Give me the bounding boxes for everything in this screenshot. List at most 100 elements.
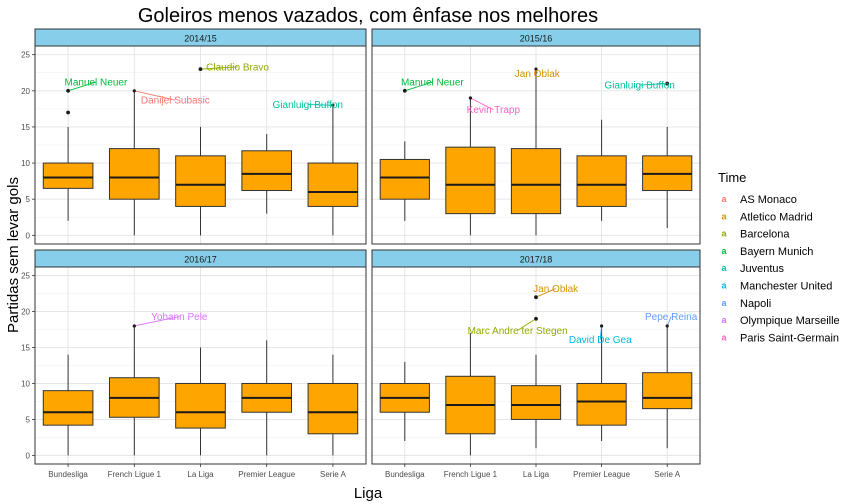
- legend-title: Time: [718, 170, 746, 185]
- legend-key-glyph: a: [721, 229, 727, 239]
- x-axis-title: Liga: [354, 485, 383, 502]
- y-tick-label: 5: [26, 415, 31, 424]
- y-tick-label: 0: [26, 231, 31, 240]
- highlight-point: [331, 103, 335, 107]
- keeper-label: Danijel Subasic: [141, 96, 210, 107]
- legend-entry-label: Juventus: [740, 263, 785, 275]
- y-tick-label: 0: [26, 451, 31, 460]
- x-tick-label: Serie A: [320, 470, 346, 479]
- label-leader-line: [599, 325, 603, 340]
- x-tick-label: Premier League: [573, 470, 630, 479]
- x-tick-label: French Ligue 1: [444, 470, 498, 479]
- y-tick-label: 10: [21, 379, 30, 388]
- chart-title: Goleiros menos vazados, com ênfase nos m…: [138, 5, 598, 27]
- legend-entry-label: Bayern Munich: [740, 246, 813, 258]
- legend-entry-label: Olympique Marseille: [740, 315, 840, 327]
- keeper-label: Gianluigi Buffon: [273, 100, 343, 111]
- keeper-label: Jan Oblak: [533, 284, 579, 295]
- keeper-label: Kevin Trapp: [467, 105, 521, 116]
- outlier-point: [66, 110, 70, 115]
- box-la-liga: [175, 382, 226, 429]
- box-serie-a: [307, 382, 359, 435]
- y-tick-label: 20: [21, 308, 30, 317]
- legend-entry-label: Atletico Madrid: [740, 211, 813, 223]
- keeper-label: Manuel Neuer: [64, 78, 127, 89]
- box-premier-league: [576, 155, 627, 207]
- panel-border: [34, 45, 367, 245]
- x-tick-label: La Liga: [523, 470, 550, 479]
- label-leader-line: [666, 316, 672, 327]
- keeper-label: Manuel Neuer: [401, 78, 464, 89]
- legend-entry-label: Napoli: [740, 298, 771, 310]
- label-leader-line: [200, 66, 238, 70]
- x-tick-label: Bundesliga: [48, 470, 88, 479]
- x-tick-label: Bundesliga: [385, 470, 425, 479]
- box-la-liga: [510, 385, 562, 420]
- legend-key-glyph: a: [721, 315, 727, 325]
- box-la-liga: [510, 148, 562, 215]
- legend-key-glyph: a: [721, 194, 727, 204]
- box-serie-a: [642, 372, 693, 410]
- highlight-point: [534, 295, 538, 299]
- box-premier-league: [241, 150, 293, 192]
- facet-strip-label: 2015/16: [520, 34, 553, 44]
- x-tick-label: Premier League: [238, 470, 295, 479]
- label-leader-line: [470, 97, 494, 110]
- facet-strip-label: 2017/18: [520, 255, 553, 265]
- y-tick-label: 10: [21, 159, 30, 168]
- legend-key-glyph: a: [721, 263, 727, 273]
- facet-strip-label: 2014/15: [184, 34, 217, 44]
- box-bundesliga: [42, 162, 94, 189]
- x-tick-label: Serie A: [654, 470, 680, 479]
- keeper-label: Jan Oblak: [515, 69, 561, 80]
- box-serie-a: [307, 162, 359, 207]
- legend-key-glyph: a: [721, 246, 727, 256]
- label-leader-line: [67, 81, 97, 92]
- label-leader-line: [639, 83, 668, 86]
- label-leader-line: [134, 316, 180, 327]
- legend-key-glyph: a: [721, 281, 727, 291]
- keeper-label: Pepe Reina: [645, 312, 698, 323]
- box-premier-league: [576, 382, 627, 426]
- x-tick-label: French Ligue 1: [108, 470, 162, 479]
- highlight-point: [600, 324, 604, 328]
- box-bundesliga: [42, 390, 94, 426]
- label-leader-line: [404, 81, 433, 92]
- label-leader-line: [517, 318, 537, 331]
- highlight-point: [534, 67, 538, 71]
- highlight-point: [665, 81, 669, 86]
- box-la-liga: [175, 155, 226, 207]
- legend-entry-label: Paris Saint-Germain: [740, 332, 839, 344]
- legend-key-glyph: a: [721, 298, 727, 308]
- legend-key-glyph: a: [721, 332, 727, 342]
- keeper-label: David De Gea: [569, 335, 632, 346]
- keeper-label: Gianluigi Buffon: [604, 81, 674, 92]
- x-tick-label: La Liga: [187, 470, 214, 479]
- keeper-label: Yohann Pele: [151, 312, 208, 323]
- y-axis-title: Partidas sem levar gols: [5, 177, 22, 333]
- highlight-point: [132, 89, 136, 93]
- legend-entry-label: Barcelona: [740, 229, 790, 241]
- keeper-label: Marc Andre ter Stegen: [468, 326, 568, 337]
- highlight-point: [534, 317, 538, 321]
- label-leader-line: [535, 288, 556, 298]
- highlight-point: [468, 96, 472, 100]
- highlight-point: [66, 89, 70, 93]
- box-french-ligue-1: [445, 146, 496, 215]
- highlight-point: [665, 324, 669, 328]
- highlight-point: [198, 67, 203, 71]
- legend-entry-label: AS Monaco: [740, 194, 797, 206]
- box-french-ligue-1: [108, 148, 160, 200]
- y-tick-label: 15: [21, 344, 30, 353]
- label-leader-line: [134, 90, 176, 101]
- legend-key-glyph: a: [721, 211, 727, 221]
- keeper-label: Claudio Bravo: [206, 62, 269, 73]
- y-tick-label: 20: [21, 87, 30, 96]
- highlight-point: [132, 324, 136, 328]
- highlight-point: [403, 89, 407, 93]
- legend-entry-label: Manchester United: [740, 281, 832, 293]
- y-tick-label: 25: [21, 51, 30, 60]
- panel-border: [371, 45, 701, 245]
- label-leader-line: [307, 104, 333, 106]
